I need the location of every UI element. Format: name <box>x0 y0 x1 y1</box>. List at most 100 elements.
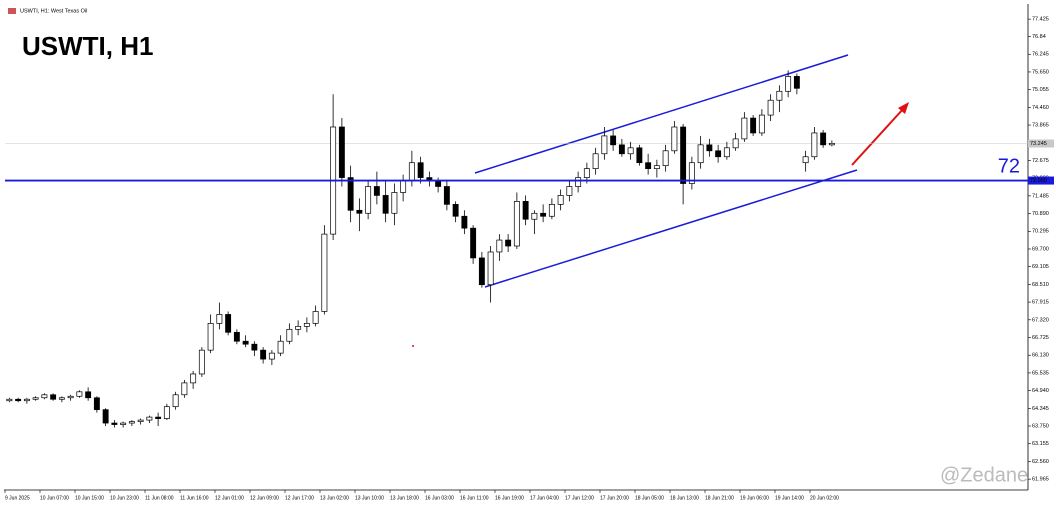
current-price-label: 73.245 <box>1030 141 1047 147</box>
candle-body <box>391 192 398 214</box>
candle-body <box>741 117 748 140</box>
x-tick-label: 10 Jun 23:00 <box>110 495 139 501</box>
chart-title: USWTI, H1 <box>22 31 153 61</box>
candle-body <box>408 162 415 181</box>
candle-body <box>207 323 214 351</box>
candle-body <box>111 422 118 425</box>
candle-body <box>653 165 660 170</box>
candle-body <box>260 349 267 360</box>
y-tick-label: 68.510 <box>1032 282 1049 288</box>
candle-body <box>496 239 503 253</box>
candle-body <box>365 186 372 214</box>
y-tick-label: 75.650 <box>1032 69 1049 75</box>
candle-body <box>540 212 547 217</box>
symbol-icon <box>8 8 16 14</box>
candle-body <box>295 325 302 330</box>
x-tick-label: 11 Jun 16:00 <box>180 495 209 501</box>
x-tick-label: 17 Jun 04:00 <box>530 495 559 501</box>
channel-lower <box>484 169 858 288</box>
candle-body <box>32 397 39 400</box>
y-tick-label: 70.890 <box>1032 211 1049 217</box>
y-tick-label: 69.105 <box>1032 264 1049 270</box>
candle-body <box>452 204 459 217</box>
y-tick-label: 66.725 <box>1032 335 1049 341</box>
candle-body <box>347 177 354 211</box>
y-tick-label: 62.560 <box>1032 459 1049 465</box>
candle-body <box>242 340 249 345</box>
y-tick-label: 73.865 <box>1032 123 1049 129</box>
candle-body <box>181 382 188 396</box>
candle-body <box>443 186 450 205</box>
y-tick-label: 76.245 <box>1032 52 1049 58</box>
x-tick-label: 13 Jun 10:00 <box>355 495 384 501</box>
candle-body <box>680 126 687 184</box>
x-tick-label: 16 Jun 03:00 <box>425 495 454 501</box>
x-tick-label: 12 Jun 17:00 <box>285 495 314 501</box>
level-box <box>1028 176 1054 185</box>
candle-body <box>470 227 477 259</box>
candle-body <box>767 99 774 116</box>
channel-upper <box>474 54 849 174</box>
y-tick-label: 64.345 <box>1032 406 1049 412</box>
candle-body <box>312 311 319 324</box>
candle-body <box>785 76 792 92</box>
y-tick-label: 69.700 <box>1032 246 1049 252</box>
candle-body <box>338 126 345 178</box>
current-price-box <box>1028 139 1054 148</box>
y-tick-label: 61.965 <box>1032 477 1049 483</box>
candle-body <box>137 419 144 422</box>
candle-body <box>400 180 407 193</box>
candle-body <box>382 195 389 214</box>
candle-body <box>58 397 65 400</box>
candle-body <box>478 257 485 286</box>
candle-body <box>820 132 827 146</box>
candle-body <box>557 195 564 205</box>
candle-body <box>190 373 197 384</box>
level-label: 72.000 <box>1030 178 1047 184</box>
candle-body <box>487 251 494 286</box>
x-tick-label: 18 Jun 05:00 <box>635 495 664 501</box>
candle-body <box>163 406 170 419</box>
x-tick-label: 9 Jun 2025 <box>5 495 30 501</box>
candle-body <box>225 314 232 333</box>
candle-body <box>636 147 643 164</box>
y-tick-label: 71.485 <box>1032 193 1049 199</box>
x-tick-label: 10 Jun 15:00 <box>75 495 104 501</box>
candle-body <box>513 201 520 247</box>
candle-body <box>627 147 634 155</box>
y-tick-label: 70.295 <box>1032 229 1049 235</box>
candle-body <box>128 421 135 424</box>
y-tick-label: 74.460 <box>1032 105 1049 111</box>
candle-body <box>216 314 223 324</box>
x-tick-label: 18 Jun 13:00 <box>670 495 699 501</box>
candle-body <box>601 135 608 155</box>
x-tick-label: 16 Jun 11:00 <box>460 495 489 501</box>
candle-body <box>76 391 83 397</box>
y-tick-label: 72.675 <box>1032 158 1049 164</box>
x-tick-label: 12 Jun 01:00 <box>215 495 244 501</box>
x-tick-label: 19 Jun 14:00 <box>775 495 804 501</box>
candle-body <box>67 395 74 399</box>
candle-body <box>356 209 363 214</box>
candle-body <box>85 391 92 399</box>
candle-body <box>120 422 127 425</box>
candle-body <box>461 215 468 229</box>
x-tick-label: 17 Jun 20:00 <box>600 495 629 501</box>
candle-body <box>417 162 424 178</box>
arrow-line <box>851 107 905 166</box>
candle-body <box>583 168 590 178</box>
candle-body <box>41 394 48 399</box>
candle-body <box>268 352 275 360</box>
level-annotation: 72 <box>998 155 1020 177</box>
x-tick-label: 10 Jun 07:00 <box>40 495 69 501</box>
candle-body <box>505 239 512 247</box>
candle-body <box>548 204 555 217</box>
y-tick-label: 76.84 <box>1032 34 1046 40</box>
x-tick-label: 11 Jun 08:00 <box>145 495 174 501</box>
x-tick-label: 13 Jun 02:00 <box>320 495 349 501</box>
candle-body <box>286 328 293 342</box>
candle-body <box>618 144 625 155</box>
candle-body <box>828 143 835 146</box>
x-tick-label: 12 Jun 09:00 <box>250 495 279 501</box>
